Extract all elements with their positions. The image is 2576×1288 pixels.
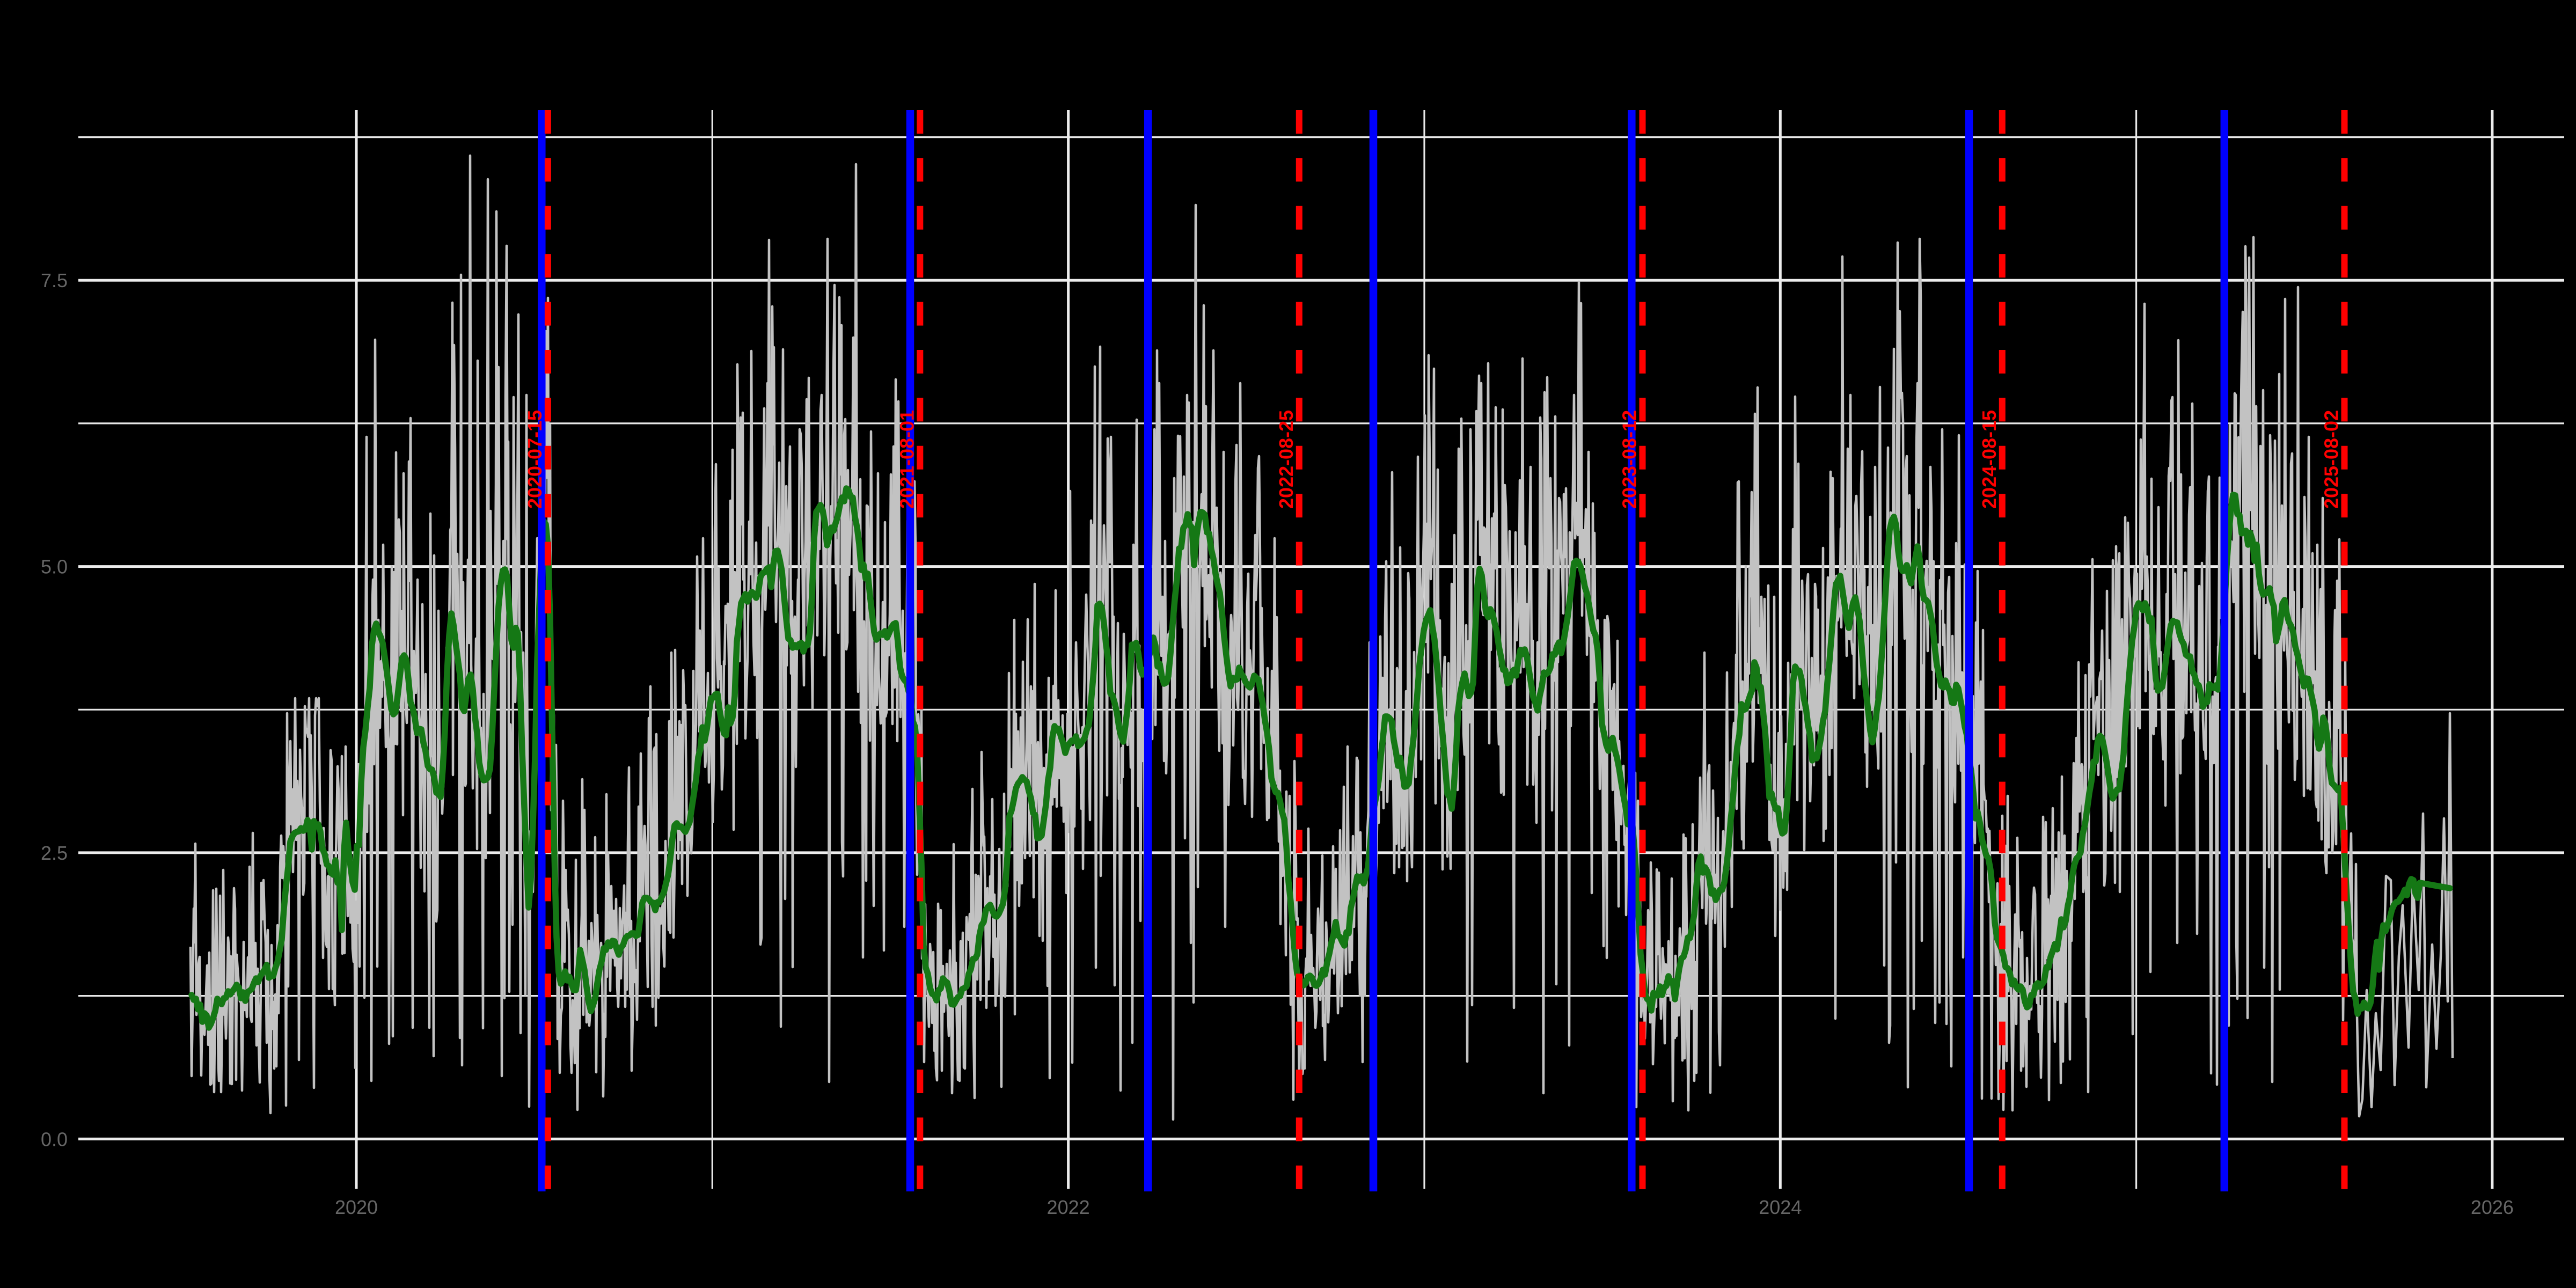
svg-text:2026: 2026 [2471, 1196, 2514, 1218]
svg-text:2022-08-25: 2022-08-25 [1275, 410, 1297, 509]
svg-text:2025-08-02: 2025-08-02 [2321, 410, 2343, 509]
svg-text:2023-08-12: 2023-08-12 [1619, 410, 1641, 509]
svg-text:2024: 2024 [1759, 1196, 1802, 1218]
svg-text:5.0: 5.0 [41, 556, 68, 578]
svg-text:7.5: 7.5 [41, 269, 68, 291]
svg-text:2021-08-01: 2021-08-01 [896, 410, 918, 509]
svg-text:2024-08-15: 2024-08-15 [1978, 410, 2000, 509]
svg-text:2020-07-15: 2020-07-15 [524, 410, 546, 509]
svg-text:2020: 2020 [335, 1196, 378, 1218]
svg-text:2022: 2022 [1047, 1196, 1090, 1218]
svg-text:0.0: 0.0 [41, 1128, 68, 1150]
svg-text:2.5: 2.5 [41, 842, 68, 864]
